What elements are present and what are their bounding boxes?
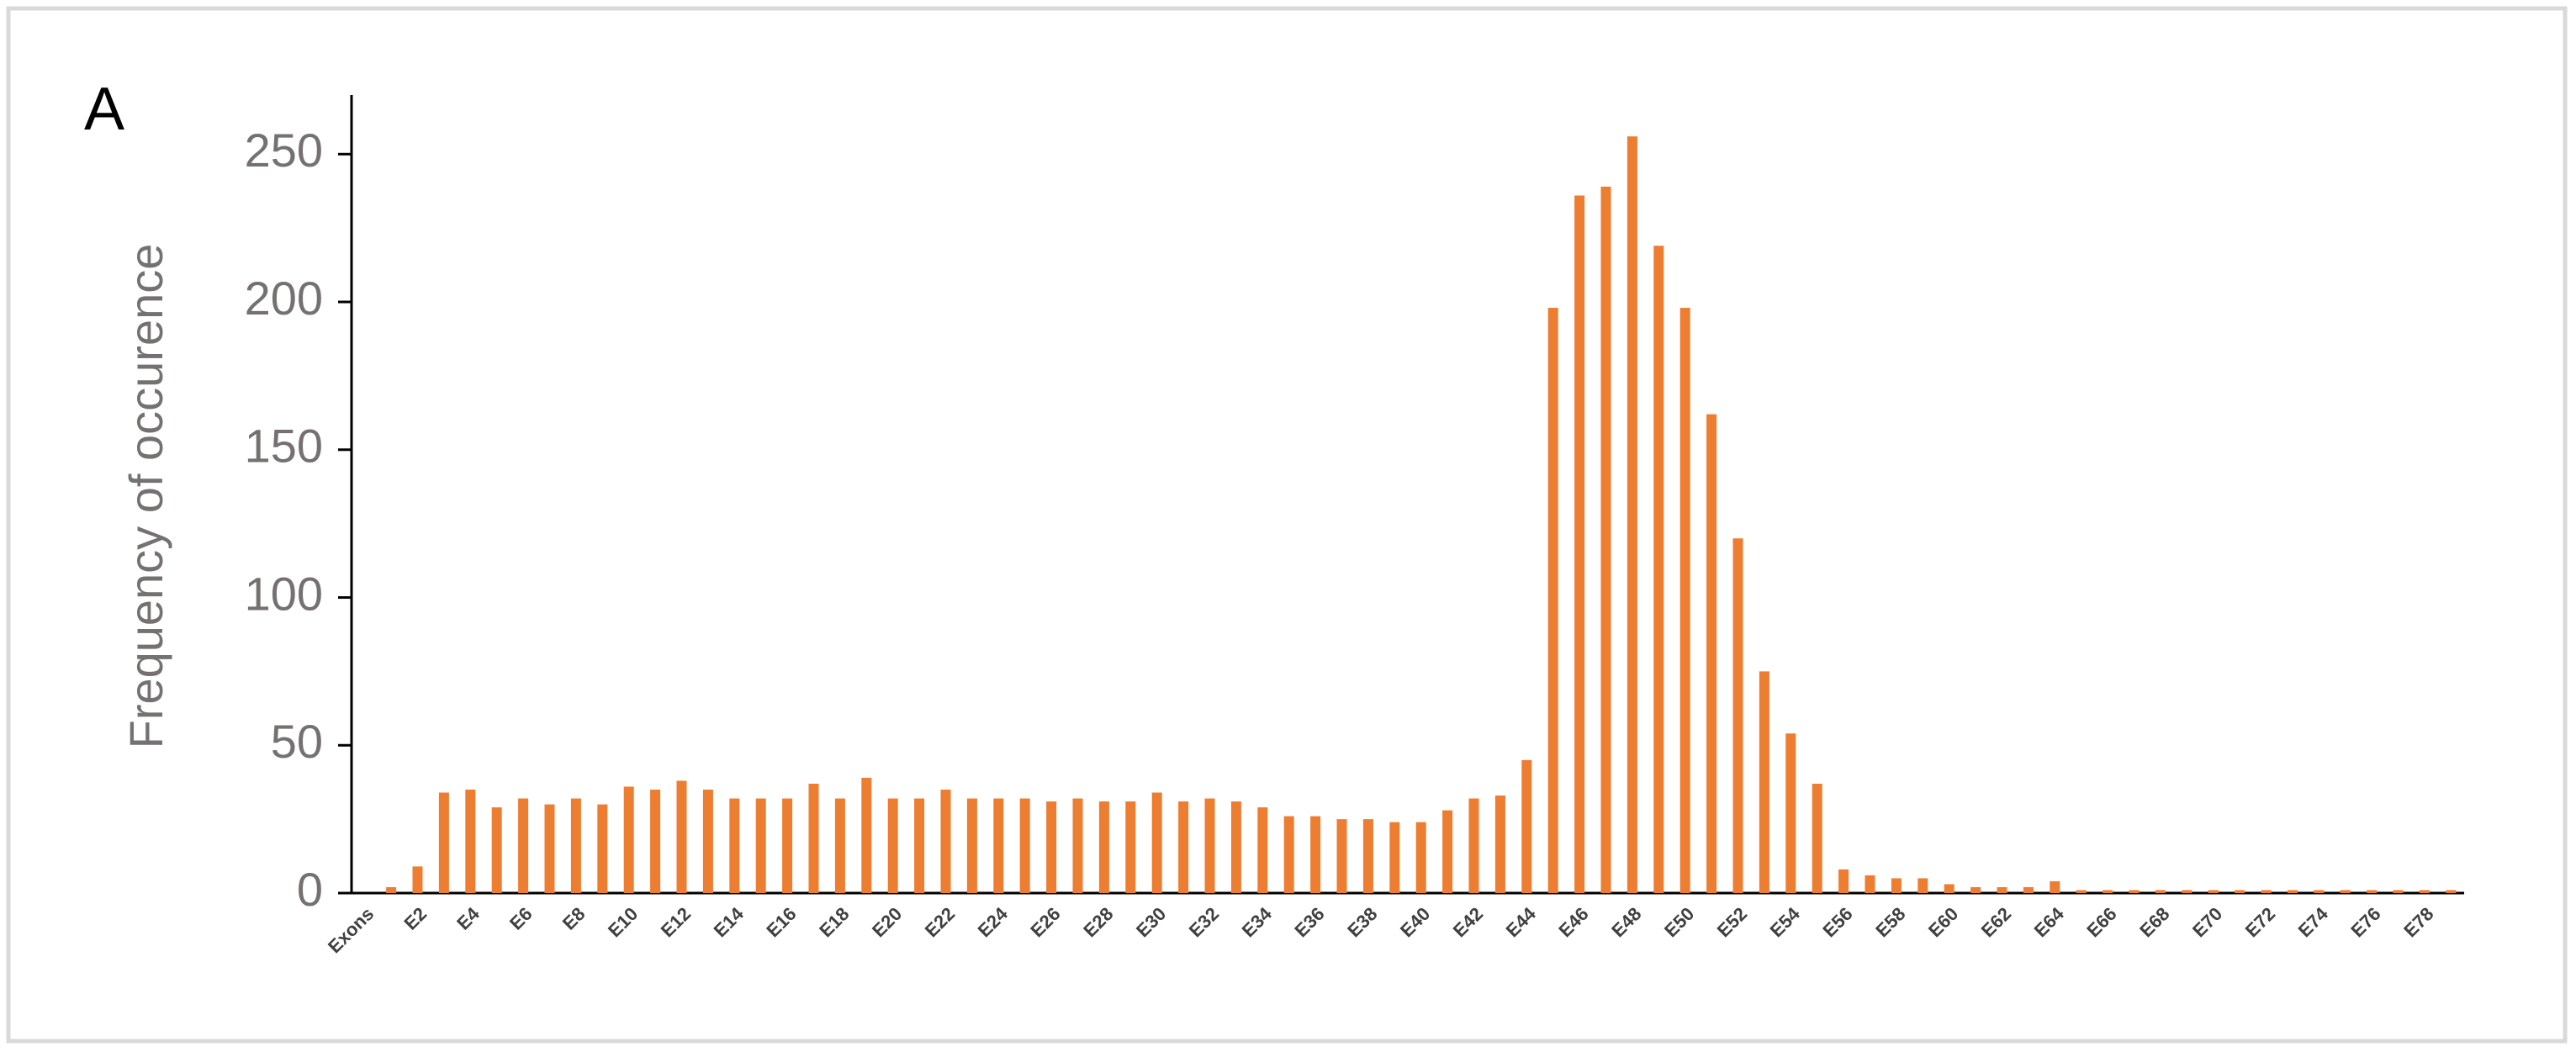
- bar: [597, 804, 608, 893]
- bar: [1125, 801, 1136, 893]
- bar: [1521, 759, 1532, 893]
- bar: [2393, 890, 2404, 893]
- y-tick-label: 200: [245, 272, 323, 325]
- bar: [1600, 186, 1611, 894]
- bar: [1627, 136, 1637, 894]
- bar: [1732, 538, 1743, 893]
- bar: [993, 798, 1004, 893]
- y-tick-label: 0: [297, 863, 323, 916]
- bar: [623, 786, 634, 893]
- bar: [491, 807, 502, 893]
- bar: [1336, 819, 1347, 893]
- bar: [861, 777, 872, 893]
- bar: [1759, 671, 1769, 893]
- bar: [676, 780, 687, 893]
- bar: [755, 798, 766, 893]
- bar: [1574, 195, 1585, 893]
- bar: [544, 804, 555, 893]
- bar: [412, 866, 423, 893]
- bar: [1178, 801, 1189, 893]
- bar: [2050, 880, 2060, 893]
- bar: [940, 789, 951, 893]
- bar: [1046, 801, 1057, 893]
- bar: [1283, 816, 1294, 893]
- bar: [1415, 822, 1426, 893]
- bar: [1098, 801, 1109, 893]
- bar: [1812, 783, 1822, 893]
- bar: [887, 798, 898, 893]
- bar: [1257, 807, 1268, 893]
- bar: [1389, 822, 1400, 893]
- bar: [2023, 886, 2034, 893]
- bar: [570, 798, 581, 893]
- bar: [1706, 414, 1717, 894]
- bar: [1865, 875, 1875, 893]
- bar: [2076, 890, 2087, 893]
- bar: [1494, 796, 1505, 893]
- bar: [1151, 792, 1162, 893]
- bar: [650, 789, 661, 893]
- bar: [2287, 890, 2298, 893]
- bar: [1204, 798, 1215, 893]
- bar: [914, 798, 925, 893]
- bar: [2208, 890, 2219, 893]
- bar: [2419, 890, 2430, 893]
- bar: [2367, 890, 2378, 893]
- bar: [966, 798, 977, 893]
- bar: [1838, 869, 1849, 893]
- bar: [782, 798, 793, 893]
- bar: [2261, 890, 2272, 893]
- bar: [1072, 798, 1083, 893]
- bar: [1547, 308, 1558, 894]
- y-tick-label: 250: [245, 124, 323, 177]
- y-tick-label: 100: [245, 567, 323, 620]
- bar: [1362, 819, 1373, 893]
- panel-label: A: [84, 76, 124, 143]
- bar: [2340, 890, 2351, 893]
- bar: [1442, 810, 1453, 893]
- y-tick-label: 50: [271, 715, 323, 768]
- bar: [1468, 798, 1479, 893]
- bar: [1679, 308, 1690, 894]
- bar: [808, 783, 819, 893]
- bar: [702, 789, 713, 893]
- bar: [729, 798, 740, 893]
- bar: [1653, 246, 1664, 893]
- bar: [1019, 798, 1030, 893]
- y-axis-title: Frequency of occurence: [119, 244, 172, 749]
- bar: [1917, 878, 1928, 893]
- bar: [438, 792, 449, 893]
- bar: [2182, 890, 2193, 893]
- bar: [386, 886, 397, 893]
- bar: [1310, 816, 1321, 893]
- bar: [1785, 733, 1796, 893]
- bar: [1891, 878, 1902, 893]
- bar: [465, 789, 476, 893]
- bar: [2446, 890, 2457, 893]
- bar: [1944, 884, 1954, 893]
- bar: [2314, 890, 2325, 893]
- bar: [2235, 890, 2245, 893]
- bar: [2155, 890, 2166, 893]
- bar: [1230, 801, 1241, 893]
- y-tick-label: 150: [245, 420, 323, 473]
- bar: [2129, 890, 2140, 893]
- bar: [518, 798, 529, 893]
- bar: [2103, 890, 2113, 893]
- bar: [834, 798, 845, 893]
- bar: [1997, 886, 2007, 893]
- bar: [1970, 886, 1981, 893]
